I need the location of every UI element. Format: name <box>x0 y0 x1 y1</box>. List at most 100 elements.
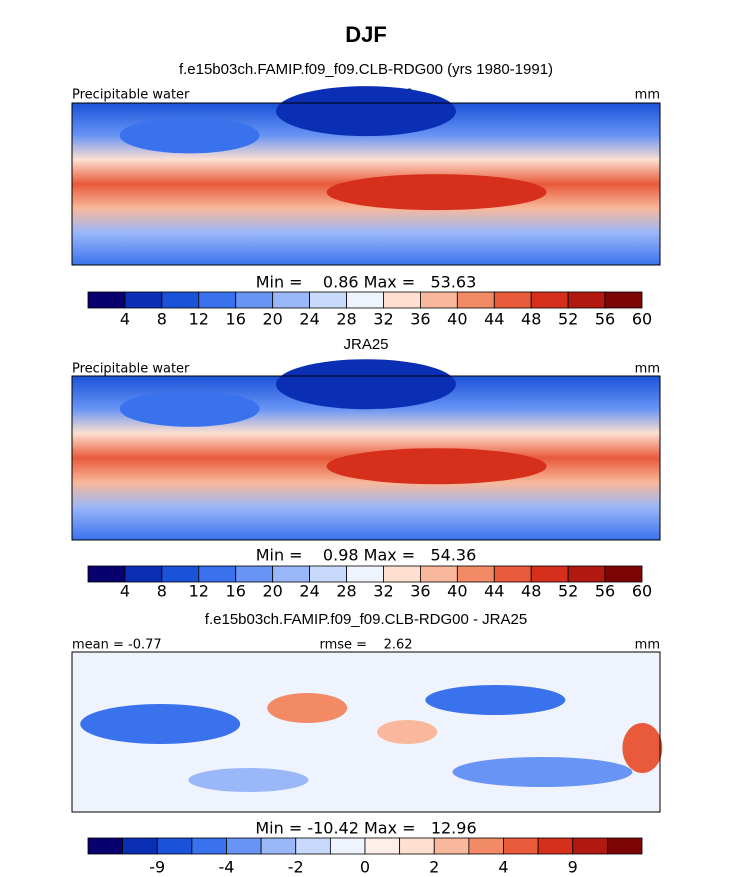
colorbar-box <box>346 291 384 309</box>
map-frame <box>71 102 661 266</box>
colorbar-box <box>468 837 504 855</box>
map-frame <box>71 375 661 541</box>
colorbar-label: 60 <box>632 582 652 601</box>
colorbar-box <box>309 565 347 583</box>
colorbar-box <box>399 837 435 855</box>
map-blob <box>119 390 260 427</box>
center-label: rmse = 2.62 <box>319 638 412 653</box>
colorbar-label: 32 <box>373 582 393 601</box>
colorbar-label: 56 <box>595 582 615 601</box>
colorbar-label: 24 <box>299 582 319 601</box>
map-blob <box>452 757 633 787</box>
right-label: mm <box>635 362 660 377</box>
map-blob <box>622 723 663 773</box>
panel-title: f.e15b03ch.FAMIP.f09_f09.CLB-RDG00 (yrs … <box>179 61 553 78</box>
colorbar-label: 44 <box>484 582 504 601</box>
colorbar-box <box>295 837 331 855</box>
map-blob <box>80 704 241 744</box>
colorbar-box <box>156 837 193 855</box>
left-label: mean = -0.77 <box>72 638 162 653</box>
colorbar-label: 52 <box>558 310 578 329</box>
colorbar-box <box>493 565 532 583</box>
min-max: Min = 0.86 Max = 53.63 <box>256 273 477 292</box>
colorbar-label: 40 <box>447 582 467 601</box>
panel-title: JRA25 <box>343 336 388 353</box>
colorbar-box <box>226 837 262 855</box>
colorbar-label: 0 <box>360 858 370 877</box>
colorbar-label: 40 <box>447 310 467 329</box>
colorbar-box <box>161 565 200 583</box>
colorbar-box <box>87 837 124 855</box>
colorbar-label: 24 <box>299 310 319 329</box>
colorbar-label: -2 <box>288 858 304 877</box>
colorbar-box <box>124 565 163 583</box>
colorbar-box <box>235 291 274 309</box>
colorbar-box <box>567 291 606 309</box>
colorbar-label: 8 <box>157 310 167 329</box>
colorbar-box <box>572 837 608 855</box>
colorbar-box <box>606 837 643 855</box>
colorbar-label: 48 <box>521 582 541 601</box>
colorbar-label: 48 <box>521 310 541 329</box>
colorbar-label: 36 <box>410 310 430 329</box>
colorbar-box <box>198 291 237 309</box>
map-blob <box>276 86 456 137</box>
colorbar-box <box>191 837 227 855</box>
colorbar-box <box>272 291 310 309</box>
colorbar-box <box>235 565 274 583</box>
colorbar-label: 28 <box>336 310 356 329</box>
colorbar-label: 12 <box>189 582 209 601</box>
colorbar-label: -4 <box>219 858 235 877</box>
colorbar-label: -9 <box>149 858 165 877</box>
colorbar-label: 4 <box>498 858 508 877</box>
map-blob <box>188 768 309 792</box>
colorbar-box <box>198 565 237 583</box>
colorbar-box <box>309 291 347 309</box>
colorbar-box <box>124 291 163 309</box>
colorbar-box <box>433 837 470 855</box>
colorbar-label: 20 <box>262 310 282 329</box>
map-blob <box>326 174 547 211</box>
colorbar-label: 52 <box>558 582 578 601</box>
colorbar-label: 32 <box>373 310 393 329</box>
map-blob <box>377 720 438 744</box>
colorbar-label: 12 <box>189 310 209 329</box>
colorbar-label: 56 <box>595 310 615 329</box>
right-label: mm <box>635 88 660 103</box>
colorbar-label: 2 <box>429 858 439 877</box>
colorbar-box <box>503 837 539 855</box>
colorbar-box <box>364 837 401 855</box>
map-blob <box>119 117 260 154</box>
colorbar-label: 4 <box>120 582 130 601</box>
colorbar-box <box>260 837 297 855</box>
colorbar-box <box>346 565 384 583</box>
min-max: Min = 0.98 Max = 54.36 <box>256 546 477 565</box>
colorbar-box <box>383 565 421 583</box>
colorbar-label: 44 <box>484 310 504 329</box>
colorbar-label: 20 <box>262 582 282 601</box>
left-label: Precipitable water <box>72 88 190 103</box>
colorbar-label: 9 <box>568 858 578 877</box>
map-blob <box>276 359 456 410</box>
colorbar-label: 36 <box>410 582 430 601</box>
colorbar-label: 60 <box>632 310 652 329</box>
map-blob <box>425 685 566 715</box>
colorbar-box <box>604 291 643 309</box>
colorbar-label: 16 <box>226 582 246 601</box>
colorbar-box <box>456 291 495 309</box>
colorbar-box <box>87 565 126 583</box>
colorbar-box <box>329 837 366 855</box>
colorbar-label: 4 <box>120 310 130 329</box>
figure-title: DJF <box>345 22 387 47</box>
right-label: mm <box>635 638 660 653</box>
colorbar-box <box>87 291 126 309</box>
colorbar-box <box>530 565 569 583</box>
colorbar-label: 8 <box>157 582 167 601</box>
colorbar-box <box>419 291 458 309</box>
panel-title: f.e15b03ch.FAMIP.f09_f09.CLB-RDG00 - JRA… <box>205 611 527 628</box>
left-label: Precipitable water <box>72 362 190 377</box>
colorbar-box <box>383 291 421 309</box>
map-frame <box>71 651 661 813</box>
colorbar-box <box>122 837 158 855</box>
